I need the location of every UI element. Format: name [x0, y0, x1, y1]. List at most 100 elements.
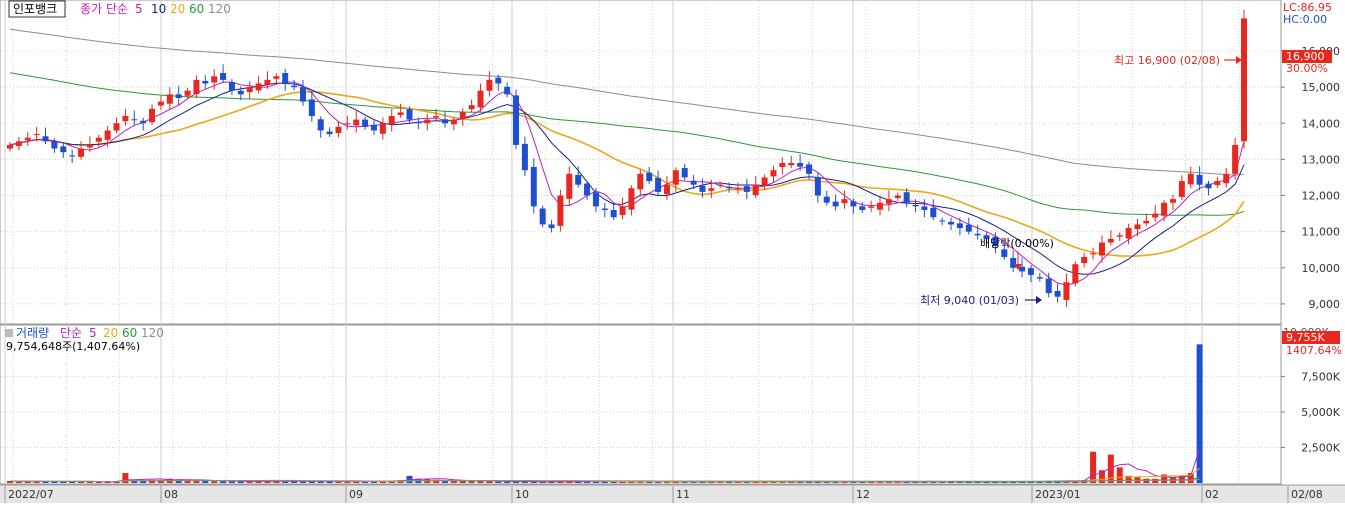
candle-body	[237, 90, 244, 95]
volume-bar	[486, 481, 493, 483]
vol-legend-ma120: 120	[141, 326, 164, 340]
candle-body	[397, 112, 404, 115]
candle-body	[450, 119, 457, 125]
volume-bar	[140, 480, 147, 483]
price-legend: 인포뱅크 종가 단순 5 10 20 60 120	[8, 0, 231, 18]
candle-body	[832, 201, 839, 207]
volume-bar	[504, 481, 511, 483]
last-price-tag-text: 16,900	[1286, 50, 1325, 63]
candle-body	[211, 76, 218, 83]
volume-bar	[663, 481, 670, 483]
vol-ma120-line	[9, 478, 1200, 482]
volume-bar	[592, 481, 599, 483]
candle-body	[513, 95, 520, 145]
candle-body	[974, 233, 981, 236]
candle-body	[1232, 144, 1239, 174]
volume-bar	[131, 480, 138, 483]
volume-bar	[433, 479, 440, 483]
candle-body	[184, 90, 191, 96]
last-volume-tag	[1282, 331, 1340, 344]
price-panel[interactable]	[0, 0, 1282, 325]
date-tick-label: 2023/01	[1035, 488, 1081, 501]
volume-bar	[1116, 467, 1123, 483]
candle-body	[1134, 224, 1141, 230]
volume-bar	[539, 481, 546, 483]
candle-body	[939, 220, 946, 222]
candle-body	[326, 131, 333, 135]
candle-body	[1214, 181, 1221, 186]
candle-body	[424, 119, 431, 124]
volume-bar	[362, 481, 369, 483]
candle-body	[548, 224, 555, 229]
candle-body	[717, 184, 724, 186]
candle-body	[282, 73, 289, 84]
candle-body	[1241, 18, 1247, 142]
volume-bar	[788, 481, 795, 483]
legend-ma60: 60	[189, 2, 204, 16]
candle-body	[370, 124, 377, 131]
candle-body	[521, 143, 528, 171]
pct-axis-label: 30.00%	[1286, 62, 1328, 75]
volume-tick-label: 7,500K	[1301, 370, 1340, 383]
volume-bar	[965, 481, 972, 483]
volume-panel[interactable]	[0, 324, 1282, 485]
volume-bar	[655, 481, 662, 483]
legend-ma10: 10	[151, 2, 166, 16]
date-tick-label: 09	[349, 488, 363, 501]
volume-bar	[672, 481, 679, 483]
legend-ma20: 20	[170, 2, 185, 16]
candle-body	[539, 208, 546, 225]
volume-bar	[850, 481, 857, 483]
stock-name-box[interactable]	[8, 0, 66, 18]
volume-bar	[1090, 451, 1097, 483]
volume-bar	[823, 481, 830, 483]
volume-bar	[370, 481, 377, 483]
price-tick-label: 9,000	[1309, 298, 1341, 311]
price-tick-label: 15,000	[1302, 81, 1341, 94]
volume-bar	[734, 481, 741, 483]
candle-body	[415, 121, 422, 124]
candle-body	[459, 112, 466, 119]
candle-body	[379, 123, 386, 134]
volume-bar	[832, 481, 839, 483]
volume-bar	[912, 481, 919, 483]
volume-bar	[24, 481, 31, 483]
date-tick-label: 08	[164, 488, 178, 501]
candle-body	[1045, 278, 1052, 294]
volume-bar	[805, 481, 812, 483]
volume-bar	[575, 481, 582, 483]
candle-body	[504, 86, 511, 95]
candle-body	[646, 172, 653, 182]
volume-bar	[814, 481, 821, 483]
dividend-annotation: 배당락(0.00%)	[980, 237, 1054, 270]
volume-bar	[246, 481, 253, 483]
candle-body	[477, 90, 484, 108]
volume-legend: 거래량 단순 5 20 60 120 9,754,648주(1,407.64%)	[5, 326, 164, 353]
volume-bar	[184, 480, 191, 483]
candle-body	[273, 76, 280, 79]
volume-bar	[353, 481, 360, 483]
candle-body	[51, 141, 58, 149]
volume-bar	[335, 481, 342, 483]
volume-pct-tag-bg	[1282, 344, 1340, 356]
candle-body	[1116, 235, 1123, 237]
low-annotation-text: 최저 9,040 (01/03)	[920, 294, 1019, 307]
grid-lines	[1, 1, 1280, 483]
legend-ma5: 5	[135, 2, 143, 16]
volume-bar	[1098, 470, 1105, 483]
price-tick-label: 12,000	[1302, 190, 1341, 203]
candle-body	[388, 116, 395, 125]
volume-bar	[477, 481, 484, 483]
candle-body	[255, 83, 262, 91]
hc-readout: HC:0.00	[1283, 13, 1327, 26]
candle-body	[42, 136, 49, 142]
volume-bar	[1010, 481, 1017, 483]
dividend-annotation-text: 배당락(0.00%)	[980, 237, 1054, 250]
volume-bar	[317, 481, 324, 483]
high-arrow-icon	[1236, 56, 1242, 64]
candle-body	[166, 94, 173, 104]
candle-body	[335, 126, 342, 134]
volume-bar	[699, 481, 706, 483]
